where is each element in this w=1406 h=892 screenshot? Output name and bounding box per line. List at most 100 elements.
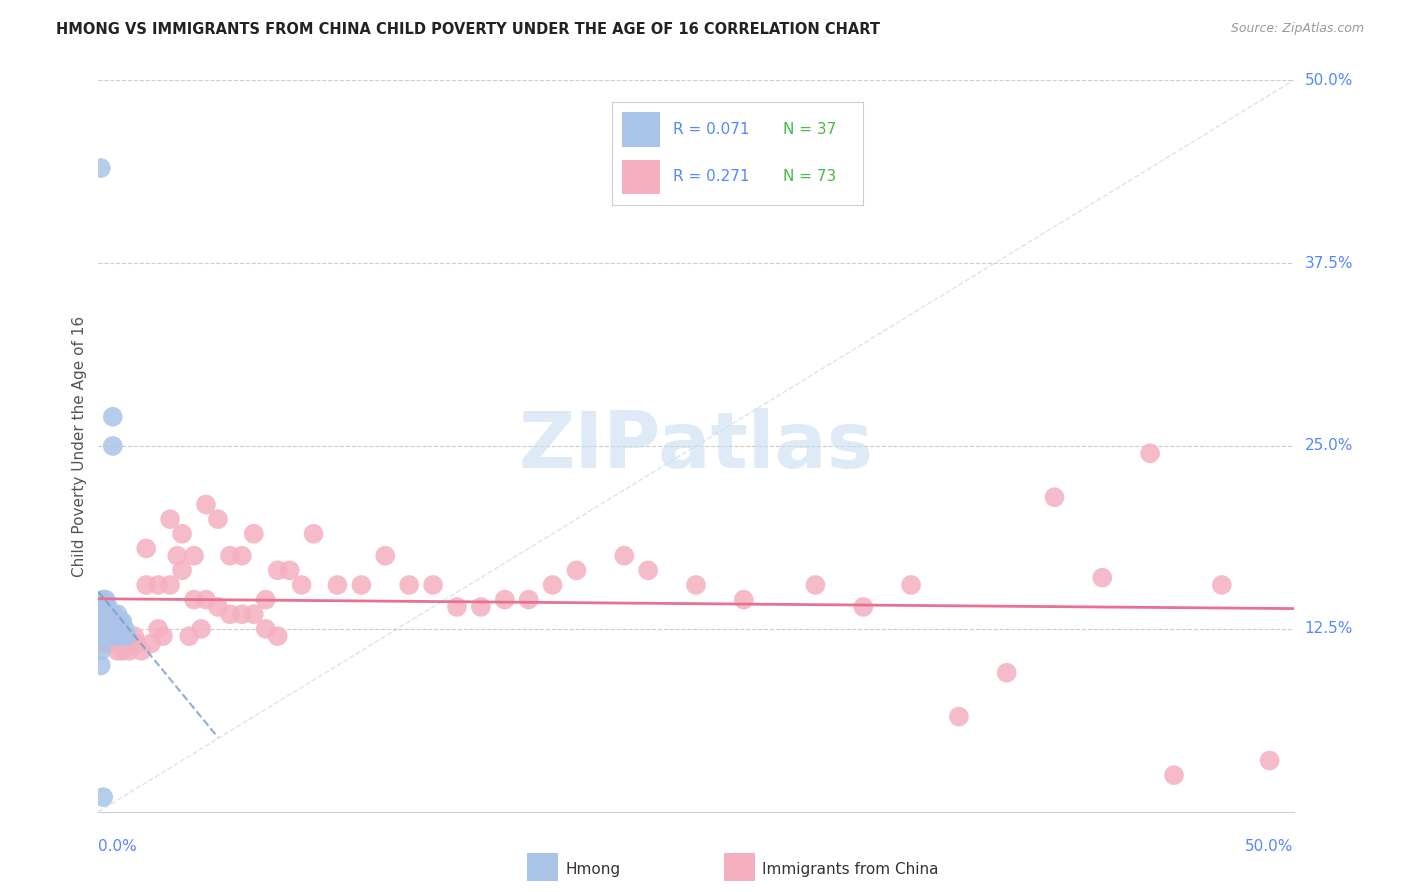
Point	[159, 578, 181, 592]
Point	[231, 549, 253, 563]
Point	[98, 607, 122, 622]
Text: R = 0.071: R = 0.071	[672, 122, 749, 137]
Point	[243, 526, 266, 541]
Bar	[623, 160, 659, 194]
Point	[107, 644, 129, 658]
Point	[90, 636, 112, 650]
Point	[94, 607, 117, 622]
Point	[190, 622, 212, 636]
Point	[97, 629, 120, 643]
Point	[446, 599, 468, 614]
Point	[166, 549, 188, 563]
Point	[131, 644, 153, 658]
Point	[900, 578, 922, 592]
Text: 0.0%: 0.0%	[98, 839, 138, 855]
Point	[101, 409, 124, 424]
Point	[91, 599, 114, 614]
Point	[254, 622, 277, 636]
Text: 25.0%: 25.0%	[1305, 439, 1353, 453]
Point	[517, 592, 540, 607]
Point	[148, 578, 170, 592]
Point	[101, 629, 124, 643]
Point	[135, 578, 157, 592]
Point	[374, 549, 396, 563]
Point	[326, 578, 349, 592]
Point	[852, 599, 875, 614]
Point	[194, 498, 217, 512]
Point	[94, 622, 117, 636]
Point	[98, 615, 122, 629]
Point	[637, 563, 659, 577]
Point	[219, 549, 242, 563]
Point	[91, 636, 114, 650]
Point	[104, 636, 127, 650]
Point	[91, 607, 114, 622]
Point	[398, 578, 420, 592]
Point	[231, 607, 253, 622]
Text: HMONG VS IMMIGRANTS FROM CHINA CHILD POVERTY UNDER THE AGE OF 16 CORRELATION CHA: HMONG VS IMMIGRANTS FROM CHINA CHILD POV…	[56, 22, 880, 37]
Point	[90, 658, 112, 673]
Point	[97, 615, 120, 629]
Text: ZIPatlas: ZIPatlas	[519, 408, 873, 484]
Point	[267, 563, 290, 577]
Point	[94, 615, 117, 629]
Point	[111, 644, 134, 658]
Point	[101, 607, 124, 622]
Point	[1163, 768, 1185, 782]
Point	[267, 629, 290, 643]
Point	[90, 607, 112, 622]
Text: 50.0%: 50.0%	[1305, 73, 1353, 87]
Point	[108, 629, 131, 643]
Point	[135, 541, 157, 556]
Point	[107, 607, 129, 622]
Point	[90, 161, 112, 175]
Point	[118, 644, 141, 658]
Point	[948, 709, 970, 723]
Point	[350, 578, 373, 592]
Text: Immigrants from China: Immigrants from China	[762, 863, 939, 877]
Point	[1043, 490, 1066, 504]
Point	[124, 629, 146, 643]
Point	[290, 578, 312, 592]
Point	[152, 629, 174, 643]
Point	[97, 622, 120, 636]
Point	[98, 629, 122, 643]
Point	[422, 578, 444, 592]
Point	[111, 615, 134, 629]
Point	[302, 526, 325, 541]
Point	[115, 629, 138, 643]
Point	[183, 592, 205, 607]
Point	[98, 622, 122, 636]
Bar	[623, 112, 659, 147]
Point	[733, 592, 755, 607]
Point	[114, 622, 136, 636]
Point	[278, 563, 301, 577]
Point	[243, 607, 266, 622]
Point	[104, 615, 127, 629]
Point	[172, 526, 194, 541]
Point	[494, 592, 516, 607]
Point	[94, 592, 117, 607]
Point	[94, 615, 117, 629]
Text: Source: ZipAtlas.com: Source: ZipAtlas.com	[1230, 22, 1364, 36]
Point	[183, 549, 205, 563]
Point	[159, 512, 181, 526]
Point	[104, 629, 127, 643]
Point	[94, 599, 117, 614]
Point	[90, 644, 112, 658]
Point	[107, 615, 129, 629]
Point	[148, 622, 170, 636]
Text: Hmong: Hmong	[565, 863, 620, 877]
Point	[91, 615, 114, 629]
Text: R = 0.271: R = 0.271	[672, 169, 749, 185]
Point	[108, 636, 131, 650]
Point	[98, 636, 122, 650]
Point	[613, 549, 636, 563]
Point	[179, 629, 201, 643]
Point	[101, 439, 124, 453]
Point	[565, 563, 588, 577]
Point	[1091, 571, 1114, 585]
Point	[91, 592, 114, 607]
Point	[139, 636, 162, 650]
Point	[1258, 754, 1281, 768]
